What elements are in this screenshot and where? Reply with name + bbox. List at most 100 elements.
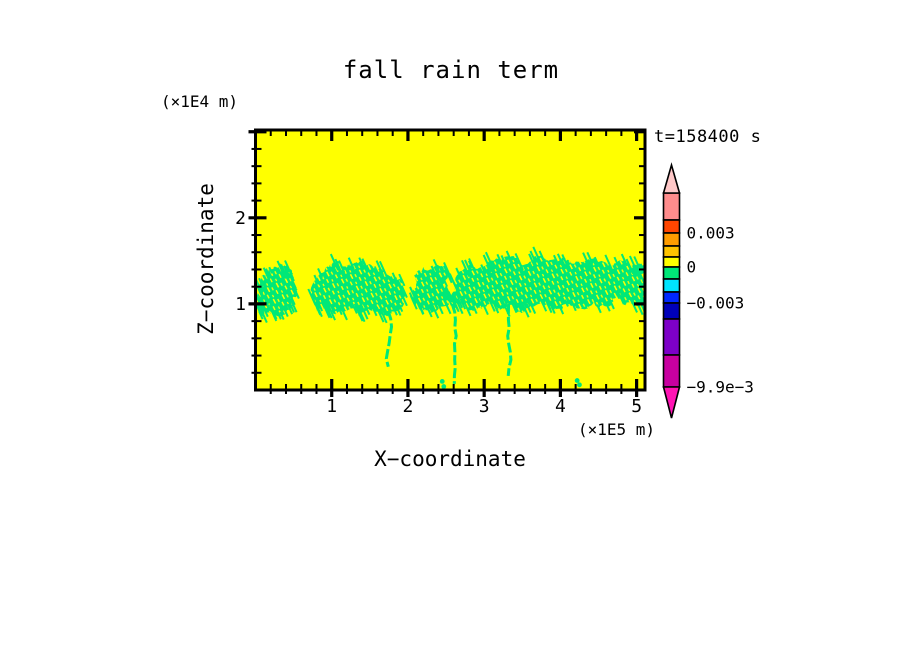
cell-wisp <box>527 297 537 314</box>
fall-streak <box>450 303 458 384</box>
colorbar-segment-6 <box>662 278 681 293</box>
cell-wisp <box>324 302 333 319</box>
cell-wisp <box>361 260 369 272</box>
cell-wisp <box>290 277 297 290</box>
fall-streak <box>384 310 394 368</box>
precip-cell-texture-cell-3 <box>412 264 450 313</box>
plot-frame <box>254 128 647 392</box>
cell-wisp <box>455 267 464 282</box>
field-background <box>255 130 645 390</box>
cell-wisp <box>582 252 591 269</box>
cell-wisp <box>258 277 264 288</box>
cell-wisp <box>438 279 448 295</box>
cell-wisp <box>608 297 615 310</box>
cell-wisp <box>529 250 537 263</box>
cell-wisp <box>400 285 408 298</box>
y-tick-label: 1 <box>235 294 246 315</box>
cell-wisp <box>521 302 530 318</box>
cell-wisp <box>431 304 440 319</box>
colorbar-segment-7 <box>662 291 681 304</box>
cell-wisp <box>556 253 564 266</box>
cell-wisp <box>442 297 452 315</box>
cell-wisp <box>500 255 506 263</box>
cell-wisp <box>448 273 459 292</box>
cell-wisp <box>538 250 545 261</box>
cell-wisp <box>620 253 629 267</box>
cell-wisp <box>640 296 644 305</box>
cell-wisp <box>347 257 355 270</box>
cell-wisp <box>593 256 600 266</box>
time-stamp-label: t=158400 s <box>654 127 762 147</box>
cell-wisp <box>430 265 436 274</box>
cell-wisp <box>396 279 403 290</box>
cell-wisp <box>532 246 542 265</box>
cell-wisp <box>374 266 379 274</box>
cell-wisp <box>395 304 402 316</box>
cell-wisp <box>629 296 638 313</box>
cell-wisp <box>480 264 485 272</box>
cell-wisp <box>638 272 644 285</box>
colorbar-segment-1 <box>662 219 681 234</box>
cell-wisp <box>375 260 384 276</box>
colorbar-label: −9.9e−3 <box>687 378 754 397</box>
cell-wisp <box>596 304 602 314</box>
cell-wisp <box>352 305 358 314</box>
x-tick-label: 4 <box>555 396 566 417</box>
cell-wisp <box>485 293 496 312</box>
cell-wisp <box>442 278 449 288</box>
cell-wisp <box>628 255 639 274</box>
cell-wisp <box>528 253 538 270</box>
y-tick-label: 2 <box>235 208 246 229</box>
colorbar-bottom-arrow <box>662 386 681 419</box>
field-layer <box>256 246 652 389</box>
cell-wisp <box>289 272 295 282</box>
colorbar-label: 0 <box>687 258 697 277</box>
cell-wisp <box>445 288 454 303</box>
cell-wisp <box>432 258 440 272</box>
cell-wisp <box>484 251 495 271</box>
cell-wisp <box>552 254 560 267</box>
cell-wisp <box>525 303 532 313</box>
cell-wisp <box>468 258 478 276</box>
cell-wisp <box>464 259 472 273</box>
x-tick-label: 3 <box>479 396 490 417</box>
cell-wisp <box>392 306 398 316</box>
x-tick-label: 2 <box>403 396 414 417</box>
cell-wisp <box>356 304 366 323</box>
cell-wisp <box>268 266 273 274</box>
cell-wisp <box>286 303 294 315</box>
cell-wisp <box>558 306 565 315</box>
cell-wisp <box>496 253 503 266</box>
cell-wisp <box>320 299 331 319</box>
cell-wisp <box>545 301 553 314</box>
cell-wisp <box>371 306 378 317</box>
colorbar <box>662 162 681 419</box>
x-axis-units-label: (×1E5 m) <box>577 420 655 439</box>
cell-wisp <box>265 268 271 277</box>
x-axis-title: X−coordinate <box>374 447 526 471</box>
cell-wisp <box>570 299 577 312</box>
cell-wisp <box>338 260 346 274</box>
cell-wisp <box>269 304 278 320</box>
cell-wisp <box>435 299 444 315</box>
cell-wisp <box>391 272 397 281</box>
cell-wisp <box>280 264 286 274</box>
cell-wisp <box>472 305 478 315</box>
cell-wisp <box>314 298 321 308</box>
cell-wisp <box>604 301 611 312</box>
cell-wisp <box>458 300 464 309</box>
cell-wisp <box>467 260 473 269</box>
cell-wisp <box>258 306 268 323</box>
colorbar-label: 0.003 <box>687 224 735 243</box>
cell-wisp <box>313 274 320 285</box>
cell-wisp <box>398 304 404 313</box>
cell-wisp <box>329 253 340 271</box>
cell-wisp <box>293 288 300 300</box>
cell-wisp <box>648 282 652 291</box>
cell-wisp <box>398 273 406 287</box>
cell-wisp <box>625 258 635 275</box>
cell-wisp <box>263 308 269 318</box>
precip-cell-texture-cell-1 <box>257 266 298 317</box>
cell-wisp <box>586 251 594 265</box>
cell-wisp <box>283 308 289 317</box>
